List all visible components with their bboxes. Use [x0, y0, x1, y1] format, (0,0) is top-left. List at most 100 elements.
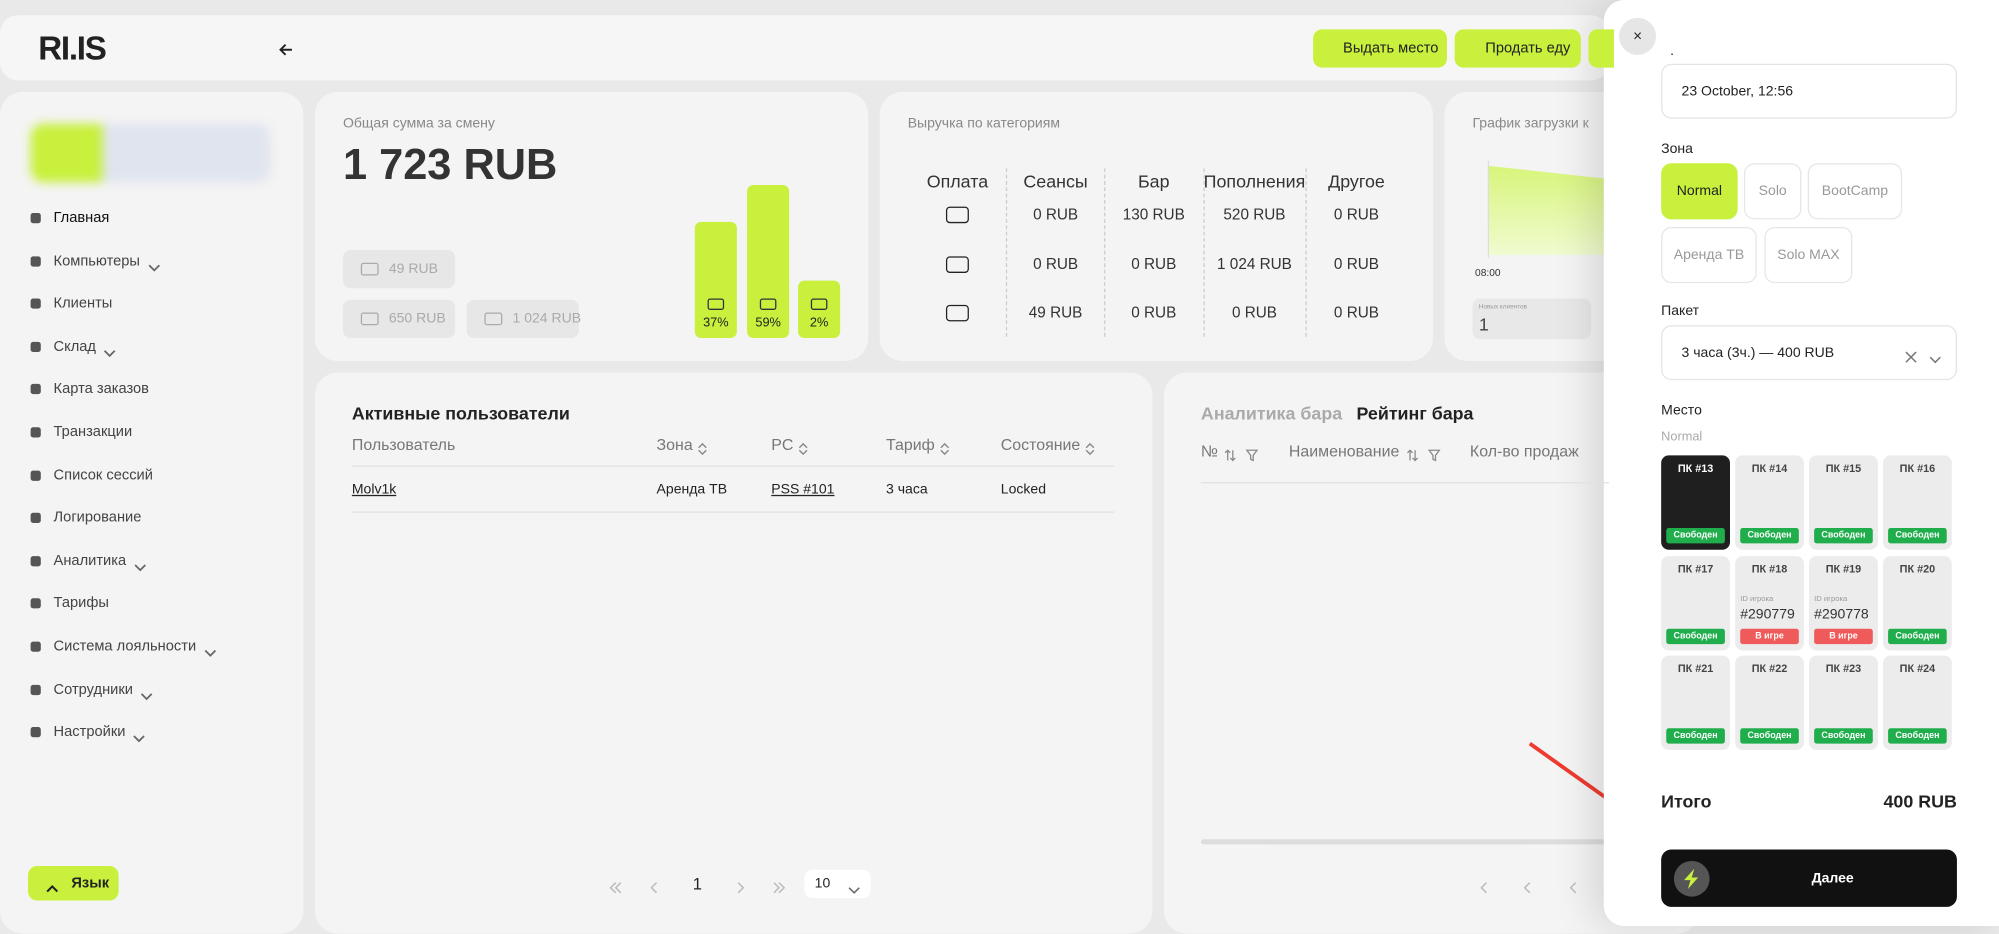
menu-item[interactable]: Главная: [53, 210, 110, 226]
menu-item[interactable]: Сотрудники: [53, 681, 133, 698]
button-label: Выдать место: [1343, 40, 1439, 57]
seat[interactable]: ПК #23 Свободен: [1809, 655, 1878, 750]
zone-option[interactable]: Normal: [1661, 163, 1738, 220]
seat[interactable]: ПК #21 Свободен: [1661, 655, 1730, 750]
seat-name: ПК #20: [1899, 562, 1936, 576]
menu-item[interactable]: Аналитика: [53, 553, 127, 569]
bar-icon: [810, 298, 828, 310]
package-select[interactable]: 3 часа (3ч.) — 400 RUB: [1661, 325, 1957, 381]
menu-icon: [30, 555, 41, 567]
table-cell[interactable]: PSS #101: [771, 482, 835, 498]
shift-total: 1 723 RUB: [342, 140, 558, 190]
menu-item[interactable]: Клиенты: [53, 296, 113, 312]
bar-column[interactable]: №: [1200, 442, 1219, 461]
total-label: Итого: [1661, 790, 1712, 812]
header-button[interactable]: Продать еду: [1454, 29, 1581, 68]
menu-icon: [30, 641, 41, 652]
bar-tab-active[interactable]: Рейтинг бара: [1356, 403, 1474, 424]
zone-label: Зона: [1661, 141, 1693, 157]
table-header[interactable]: PC: [771, 436, 794, 455]
bar-column[interactable]: Наименование: [1288, 442, 1400, 461]
table-line: [1200, 482, 1609, 484]
zone-option[interactable]: BootCamp: [1807, 163, 1903, 220]
profile-blur: [30, 123, 271, 183]
payment-icon: [945, 206, 969, 224]
payment-icon: [945, 304, 969, 322]
menu-item[interactable]: Тарифы: [53, 596, 109, 612]
menu-item[interactable]: Список сессий: [53, 467, 153, 483]
table-line: [351, 511, 1115, 513]
back-arrow: [278, 41, 293, 56]
seat[interactable]: ПК #20 Свободен: [1882, 556, 1952, 651]
revenue-cell: 0 RUB: [1033, 255, 1079, 273]
date-input[interactable]: 23 October, 12:56: [1661, 63, 1957, 119]
seat[interactable]: ПК #13 Свободен: [1661, 455, 1730, 550]
bar-tab[interactable]: Аналитика бара: [1200, 403, 1343, 424]
player-label: ID игрока: [1740, 595, 1774, 604]
revenue-column: Оплата: [926, 170, 989, 192]
revenue-title: Выручка по категориям: [907, 116, 1061, 132]
revenue-cell: 0 RUB: [1333, 255, 1379, 273]
menu-item[interactable]: Склад: [53, 339, 96, 355]
menu-item[interactable]: Карта заказов: [53, 381, 149, 398]
menu-item[interactable]: Компьютеры: [53, 253, 140, 269]
payment-chip: 650 RUB: [342, 299, 456, 339]
seat[interactable]: ПК #14 Свободен: [1735, 455, 1804, 550]
load-title: График загрузки к: [1472, 116, 1589, 132]
table-header[interactable]: Тариф: [886, 436, 935, 455]
zone-option[interactable]: Solo MAX: [1764, 227, 1853, 284]
pager-arrow: [649, 878, 662, 894]
zone-option[interactable]: Аренда ТВ: [1661, 227, 1757, 284]
current-page[interactable]: 1: [692, 874, 702, 894]
menu-icon: [30, 298, 41, 309]
status-label: Свободен: [1895, 531, 1940, 541]
seat-status: В игре: [1740, 628, 1799, 645]
menu-item[interactable]: Система лояльности: [53, 639, 197, 655]
bar-column[interactable]: Кол-во продаж: [1469, 442, 1579, 461]
header-button[interactable]: Выдать место: [1313, 29, 1447, 68]
seat-name: ПК #15: [1825, 461, 1862, 475]
share-bar: 37%: [694, 221, 737, 338]
new-clients-label: Новых клиентов: [1478, 303, 1527, 312]
table-header[interactable]: Зона: [656, 436, 693, 455]
table-cell[interactable]: Molv1k: [351, 482, 397, 498]
seat[interactable]: ПК #18 ID игрока #290779 В игре: [1735, 556, 1804, 651]
zone-option[interactable]: Solo: [1744, 163, 1802, 220]
column-divider: [1104, 168, 1106, 337]
seat-status: Свободен: [1666, 628, 1725, 645]
seat[interactable]: ПК #16 Свободен: [1882, 455, 1952, 550]
new-clients-box: [1472, 298, 1592, 340]
pager-arrow: [1522, 878, 1535, 894]
filter-icon: [1427, 445, 1441, 462]
menu-item[interactable]: Транзакции: [53, 424, 133, 441]
status-label: Свободен: [1747, 531, 1792, 541]
seat-name: ПК #17: [1677, 562, 1714, 576]
bolt: [1683, 868, 1701, 890]
revenue-cell: 1 024 RUB: [1217, 255, 1292, 273]
header-button-partial[interactable]: [1588, 29, 1614, 68]
page-size-select[interactable]: 10: [804, 869, 871, 898]
load-time: 08:00: [1475, 267, 1501, 279]
chip-label: 650 RUB: [388, 311, 446, 327]
chevron: [848, 879, 861, 894]
menu-item[interactable]: Настройки: [53, 724, 126, 741]
seat[interactable]: ПК #15 Свободен: [1809, 455, 1878, 550]
seat[interactable]: ПК #22 Свободен: [1735, 655, 1804, 750]
seat-status: Свободен: [1814, 728, 1873, 744]
load-axis: [1487, 160, 1490, 258]
menu-item[interactable]: Логирование: [53, 510, 142, 526]
next-button[interactable]: Далее: [1661, 849, 1957, 907]
menu-icon: [30, 727, 41, 738]
revenue-column: Бар: [1137, 170, 1170, 192]
table-header[interactable]: Состояние: [1000, 436, 1081, 455]
seat[interactable]: ПК #24 Свободен: [1882, 655, 1952, 750]
seat[interactable]: ПК #17 Свободен: [1661, 556, 1730, 651]
close-button[interactable]: ×: [1619, 17, 1657, 55]
status-label: В игре: [1829, 632, 1858, 641]
seat[interactable]: ПК #19 ID игрока #290778 В игре: [1809, 556, 1878, 651]
seat-status: В игре: [1814, 628, 1873, 645]
language-button[interactable]: Язык: [28, 866, 119, 901]
table-header[interactable]: Пользователь: [351, 436, 456, 455]
seat-label: Место: [1661, 403, 1702, 419]
